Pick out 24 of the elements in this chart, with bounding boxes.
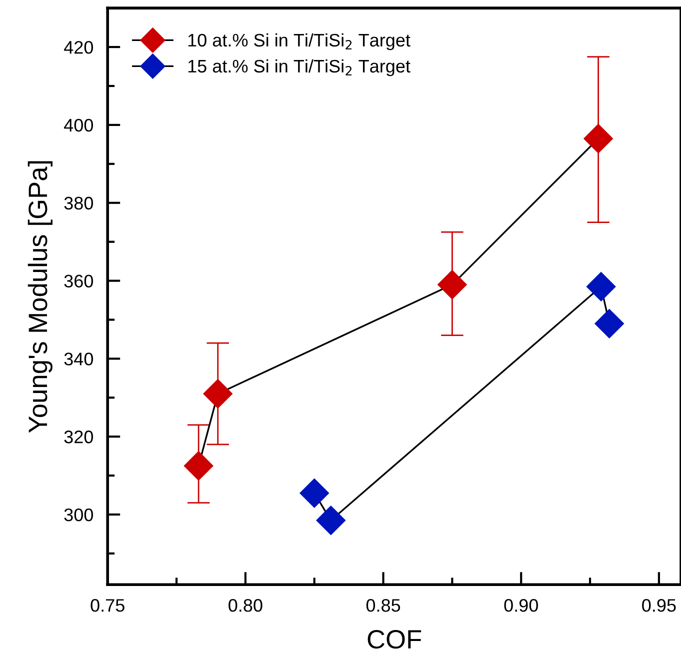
point	[202, 378, 233, 409]
point	[184, 450, 214, 481]
point	[316, 505, 346, 536]
y-tick-label: 400	[64, 118, 94, 132]
y-axis-title: Young's Modulus [GPa]	[28, 161, 52, 433]
x-tick-label: 0.95	[642, 599, 676, 612]
y-tick-label: 340	[64, 352, 94, 366]
x-tick-label: 0.90	[504, 599, 538, 612]
point	[583, 124, 614, 154]
y-tick-label: 360	[64, 274, 94, 288]
x-axis-title: COF	[368, 630, 422, 649]
point	[594, 308, 624, 339]
y-tick-label: 420	[64, 40, 94, 54]
x-tick-label: 0.85	[366, 599, 400, 612]
y-tick-label: 300	[64, 508, 94, 522]
legend-label: 15 at.% Si in Ti/TiSi$_{2}$ Target	[188, 59, 410, 76]
y-tick-label: 320	[64, 430, 94, 444]
point	[437, 270, 468, 300]
point	[586, 272, 616, 302]
point	[299, 478, 330, 508]
x-tick-label: 0.80	[228, 599, 262, 612]
x-tick-label: 0.75	[90, 599, 124, 612]
legend-label: 10 at.% Si in Ti/TiSi$_{2}$ Target	[188, 33, 410, 50]
y-tick-label: 380	[64, 196, 94, 210]
